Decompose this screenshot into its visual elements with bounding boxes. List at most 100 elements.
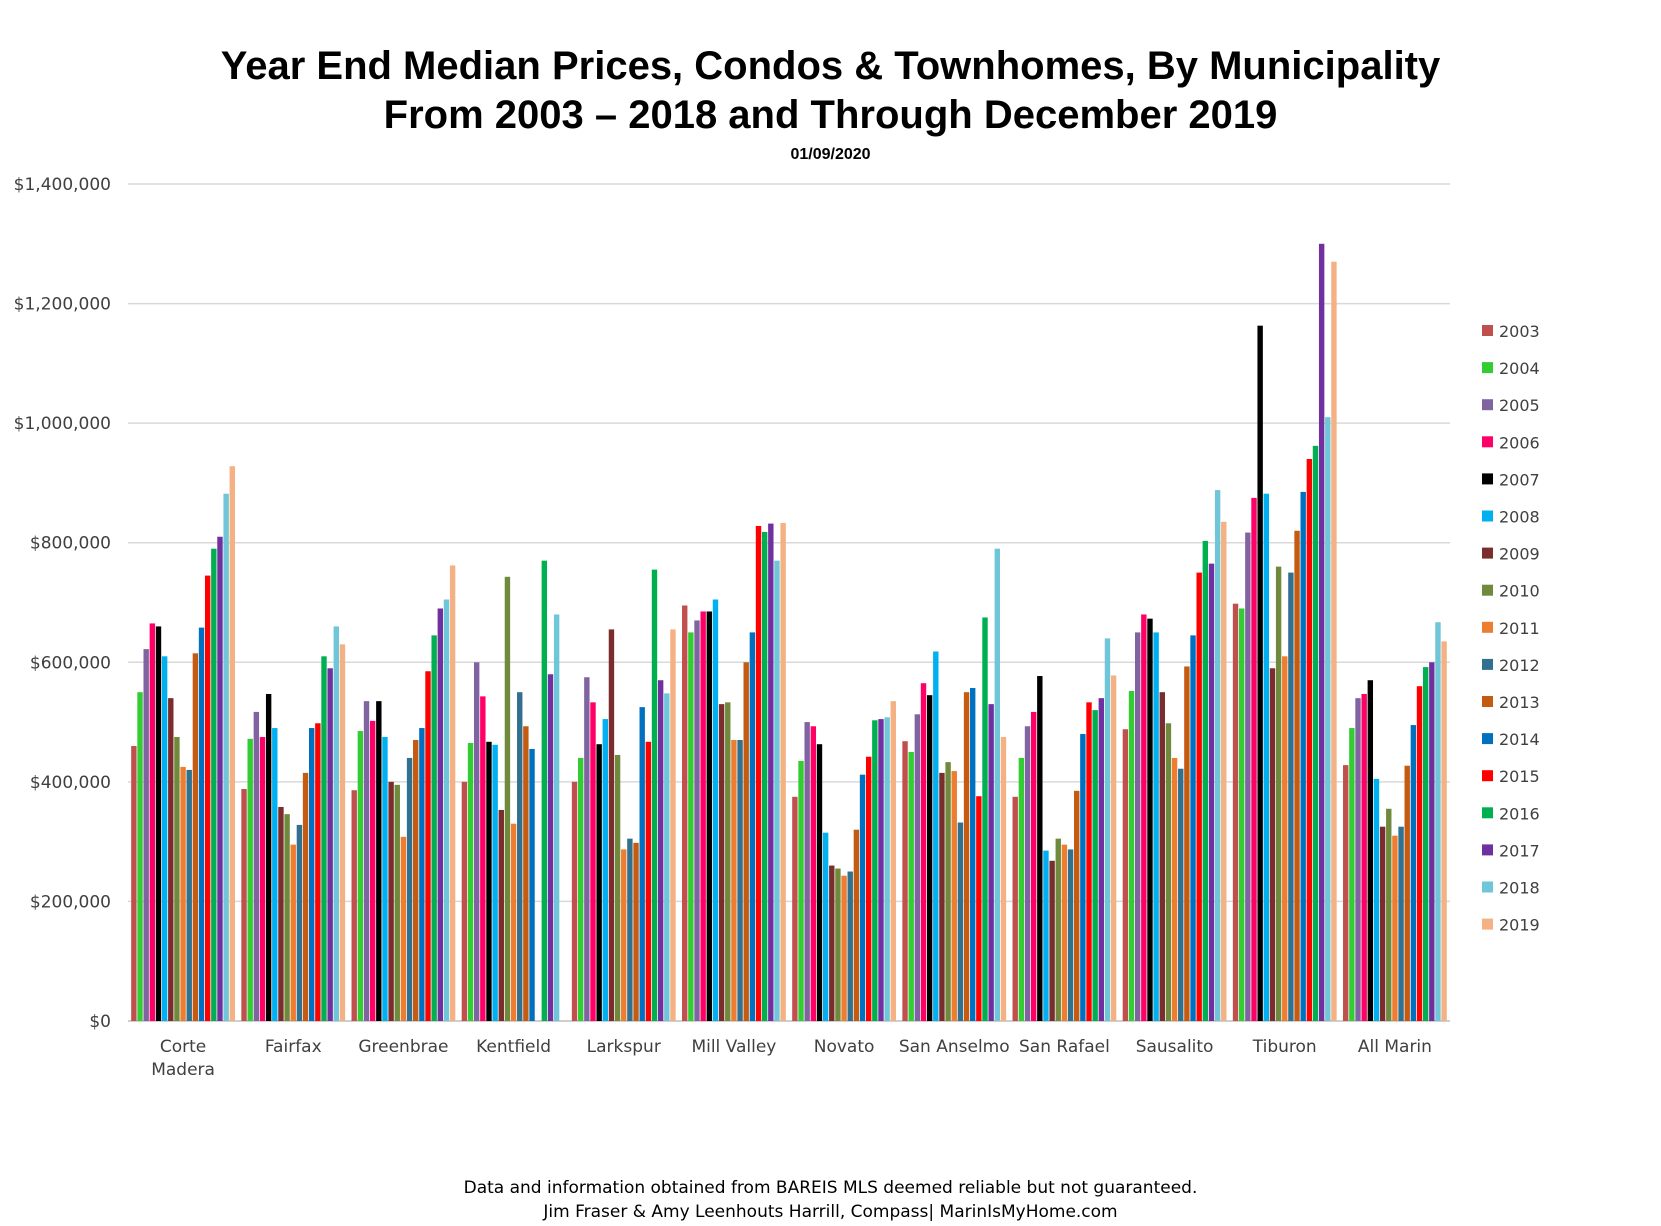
- bar-2014: [1190, 635, 1196, 1021]
- bar-2013: [743, 662, 749, 1021]
- bar-2008: [1263, 493, 1269, 1021]
- bar-2004: [798, 760, 804, 1021]
- bar-2010: [614, 754, 621, 1021]
- legend-swatch: [1482, 547, 1493, 559]
- bar-2015: [976, 796, 982, 1021]
- bar-2003: [571, 781, 578, 1021]
- bar-2005: [1134, 632, 1141, 1021]
- bar-2011: [290, 844, 296, 1021]
- legend-swatch: [1482, 473, 1493, 485]
- x-tick-label: Tiburon: [1252, 1037, 1317, 1057]
- bar-2003: [682, 605, 688, 1021]
- y-tick-label: $0: [89, 1012, 111, 1032]
- y-tick-label: $600,000: [30, 653, 111, 673]
- bar-2016: [431, 635, 437, 1021]
- bar-2015: [425, 671, 431, 1021]
- bar-2013: [413, 740, 419, 1021]
- x-tick-label: All Marin: [1358, 1037, 1432, 1057]
- bar-2012: [1398, 826, 1404, 1021]
- bar-2010: [1386, 808, 1392, 1021]
- bar-2016: [982, 617, 988, 1021]
- legend-label: 2016: [1499, 804, 1540, 823]
- bar-2003: [902, 741, 908, 1021]
- bar-2004: [1128, 690, 1135, 1021]
- x-tick-label: Madera: [151, 1060, 215, 1080]
- legend-swatch: [1482, 770, 1493, 782]
- legend-label: 2007: [1499, 470, 1540, 489]
- x-tick-label: San Rafael: [1019, 1037, 1110, 1057]
- bar-2008: [712, 599, 719, 1021]
- legend-swatch: [1482, 733, 1493, 745]
- bar-2019: [1000, 737, 1007, 1021]
- bar-2010: [1055, 838, 1061, 1021]
- bar-2003: [351, 790, 357, 1021]
- x-tick-label: Fairfax: [265, 1037, 322, 1057]
- bar-2013: [963, 692, 970, 1021]
- bar-2018: [1325, 417, 1331, 1021]
- bar-2019: [780, 522, 786, 1021]
- bar-2017: [1208, 563, 1215, 1021]
- bar-2004: [908, 751, 914, 1021]
- bar-2018: [1435, 622, 1441, 1021]
- bar-2015: [865, 756, 872, 1021]
- bar-2011: [1061, 844, 1068, 1021]
- bar-2010: [174, 737, 180, 1021]
- bar-2008: [1043, 850, 1049, 1021]
- bar-2006: [920, 683, 927, 1021]
- bar-2011: [731, 740, 737, 1021]
- legend-swatch: [1482, 621, 1493, 633]
- bar-2005: [143, 649, 149, 1021]
- footer-credits: Jim Fraser & Amy Leenhouts Harrill, Comp…: [543, 1202, 1118, 1222]
- bar-2016: [1312, 445, 1319, 1021]
- bar-2004: [247, 738, 253, 1021]
- x-tick-label: Greenbrae: [358, 1037, 448, 1057]
- bar-2019: [1441, 641, 1447, 1021]
- bar-2019: [890, 701, 896, 1021]
- bar-2018: [223, 493, 229, 1021]
- bar-2009: [1159, 692, 1165, 1021]
- legend-label: 2004: [1499, 359, 1540, 378]
- bar-2006: [810, 726, 817, 1021]
- bar-2011: [1171, 757, 1178, 1021]
- y-tick-label: $1,400,000: [14, 175, 111, 195]
- legend-label: 2003: [1499, 322, 1540, 341]
- bar-2013: [523, 726, 529, 1021]
- bar-2016: [321, 656, 327, 1021]
- bar-2003: [1122, 729, 1129, 1021]
- bar-2007: [1037, 676, 1043, 1021]
- bar-2010: [284, 814, 290, 1021]
- x-tick-label: Corte: [160, 1037, 206, 1057]
- bar-2010: [1275, 566, 1282, 1021]
- bar-2018: [994, 548, 1000, 1021]
- legend-label: 2006: [1499, 433, 1540, 452]
- bar-2005: [914, 714, 921, 1021]
- bar-2005: [1024, 726, 1031, 1021]
- footer-disclaimer: Data and information obtained from BAREI…: [463, 1178, 1198, 1198]
- bar-2016: [761, 531, 768, 1021]
- bar-2003: [1012, 796, 1018, 1021]
- bar-2008: [382, 737, 388, 1021]
- legend-label: 2017: [1499, 841, 1540, 860]
- legend-label: 2015: [1499, 767, 1540, 786]
- bar-2013: [192, 653, 199, 1021]
- bar-2006: [1141, 614, 1147, 1021]
- bar-2003: [792, 796, 798, 1021]
- legend-label: 2013: [1499, 693, 1540, 712]
- bar-2011: [621, 849, 627, 1021]
- bar-2006: [480, 696, 486, 1021]
- bar-2012: [737, 740, 743, 1021]
- bar-2004: [357, 731, 364, 1021]
- bar-2018: [553, 614, 560, 1021]
- legend-swatch: [1482, 510, 1493, 522]
- bar-2019: [449, 565, 456, 1021]
- bar-2017: [547, 674, 554, 1021]
- bar-2018: [443, 599, 450, 1021]
- bar-2013: [1404, 765, 1410, 1021]
- legend-label: 2012: [1499, 656, 1540, 675]
- bar-2011: [180, 766, 186, 1021]
- bar-2007: [486, 741, 492, 1021]
- bar-2016: [541, 560, 548, 1021]
- gridlines: [128, 183, 1450, 1022]
- bar-2009: [1269, 668, 1276, 1021]
